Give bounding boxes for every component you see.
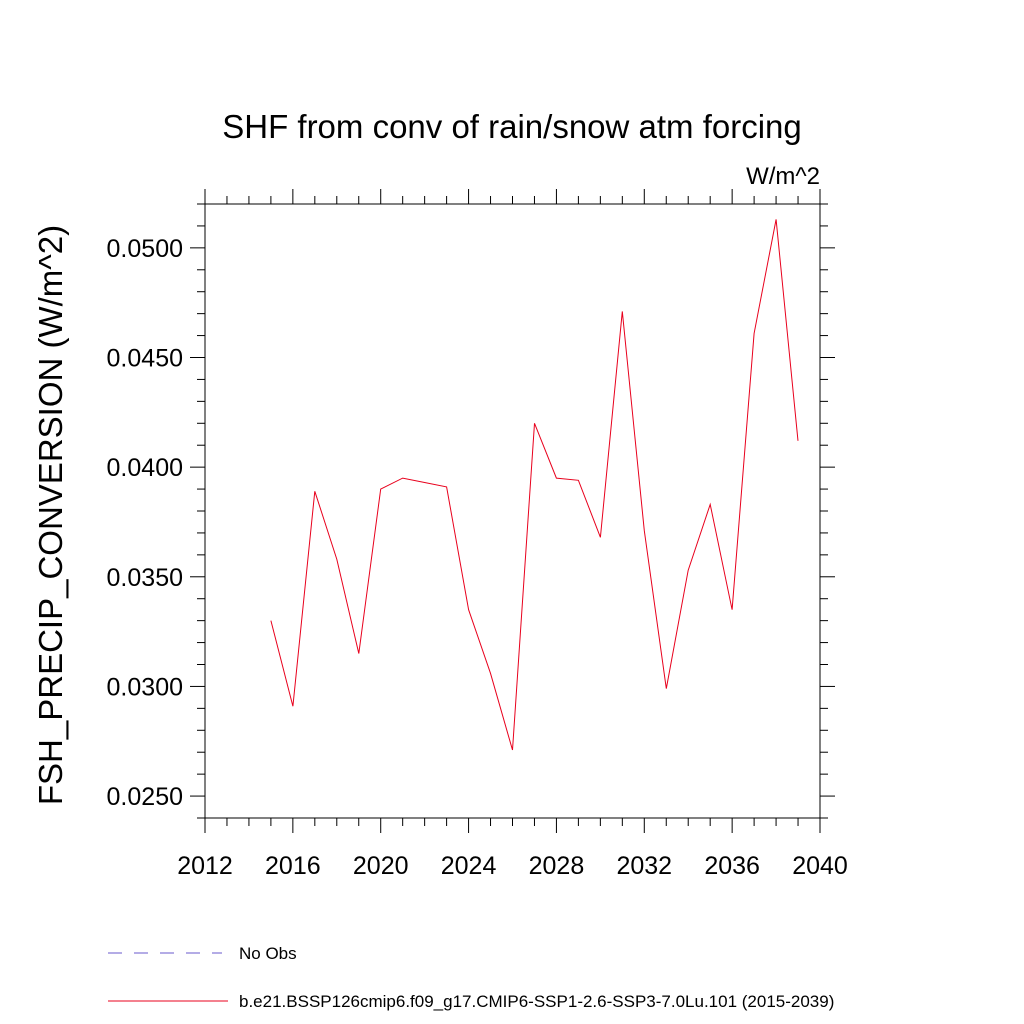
axis-ticks (190, 189, 835, 833)
legend-label-model: b.e21.BSSP126cmip6.f09_g17.CMIP6-SSP1-2.… (239, 992, 834, 1011)
y-tick-label: 0.0450 (107, 345, 183, 373)
y-tick-label: 0.0350 (107, 564, 183, 592)
series-line (270, 219, 799, 751)
y-tick-label: 0.0500 (107, 235, 183, 263)
x-tick-label: 2032 (616, 852, 672, 880)
tick-labels: 2012 2016 2020 2024 2028 2032 2036 2040 0.0250 0.… (107, 235, 848, 880)
x-tick-label: 2016 (265, 852, 321, 880)
y-tick-label: 0.0300 (107, 673, 183, 701)
legend: No Obs b.e21.BSSP126cmip6.f09_g17.CMIP6-… (108, 944, 834, 1011)
series-layer (270, 219, 799, 751)
chart-title: SHF from conv of rain/snow atm forcing (222, 108, 802, 145)
x-tick-label: 2028 (529, 852, 585, 880)
units-label: W/m^2 (746, 163, 820, 190)
legend-label-no-obs: No Obs (239, 944, 297, 963)
x-tick-label: 2040 (792, 852, 848, 880)
y-tick-label: 0.0400 (107, 454, 183, 482)
y-tick-label: 0.0250 (107, 783, 183, 811)
plot-frame (204, 203, 821, 819)
y-axis-label: FSH_PRECIP_CONVERSION (W/m^2) (32, 225, 69, 805)
x-tick-label: 2020 (353, 852, 409, 880)
x-tick-label: 2024 (441, 852, 497, 880)
x-tick-label: 2012 (177, 852, 233, 880)
x-tick-label: 2036 (704, 852, 760, 880)
